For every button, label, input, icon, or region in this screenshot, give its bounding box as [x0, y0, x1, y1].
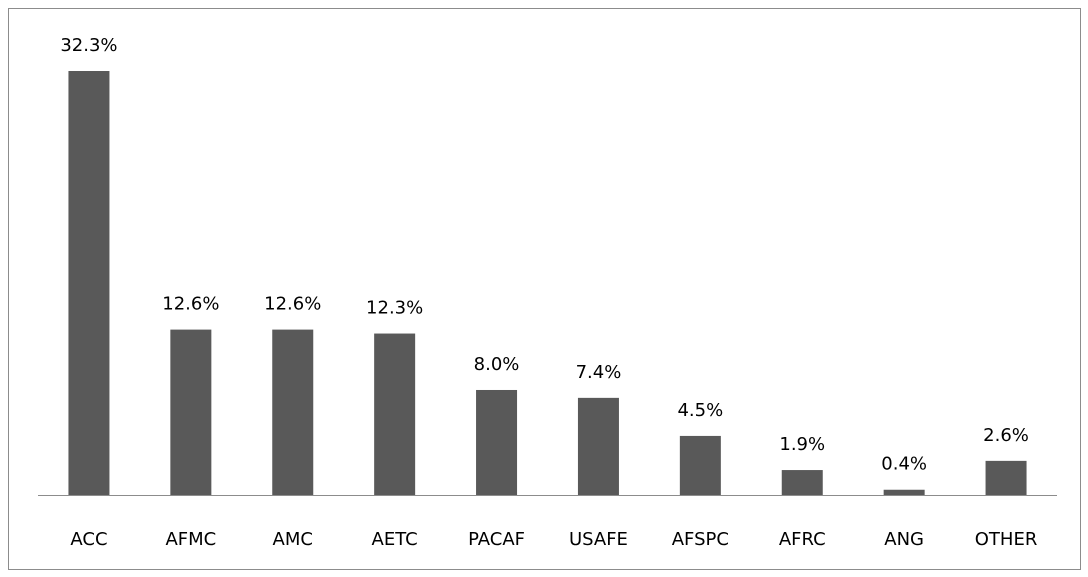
data-label: 12.6%: [162, 294, 219, 315]
x-tick-label: OTHER: [975, 529, 1038, 550]
data-label: 32.3%: [60, 35, 117, 56]
bar: [781, 470, 823, 495]
data-label: 0.4%: [881, 454, 927, 475]
data-label: 2.6%: [983, 425, 1029, 446]
bar: [374, 333, 416, 495]
x-tick-label: ANG: [884, 529, 924, 550]
data-label: 12.3%: [366, 298, 423, 319]
x-tick-label: AMC: [273, 529, 313, 550]
data-label: 8.0%: [474, 354, 520, 375]
bar: [476, 389, 518, 495]
data-label: 7.4%: [576, 362, 622, 383]
bar: [272, 329, 314, 495]
x-tick-label: AETC: [372, 529, 418, 550]
data-label: 12.6%: [264, 294, 321, 315]
x-tick-label: PACAF: [468, 529, 525, 550]
data-label: 1.9%: [779, 434, 825, 455]
x-tick-label: AFRC: [779, 529, 826, 550]
chart-frame: [8, 8, 1081, 570]
bar: [577, 397, 619, 495]
bar: [883, 489, 925, 495]
x-tick-label: AFSPC: [672, 529, 729, 550]
x-tick-label: AFMC: [165, 529, 216, 550]
x-tick-label: ACC: [70, 529, 107, 550]
bar: [985, 460, 1027, 495]
data-label: 4.5%: [677, 400, 723, 421]
bar: [170, 329, 212, 495]
bar: [68, 71, 110, 495]
bar: [679, 435, 721, 495]
x-tick-label: USAFE: [569, 529, 628, 550]
